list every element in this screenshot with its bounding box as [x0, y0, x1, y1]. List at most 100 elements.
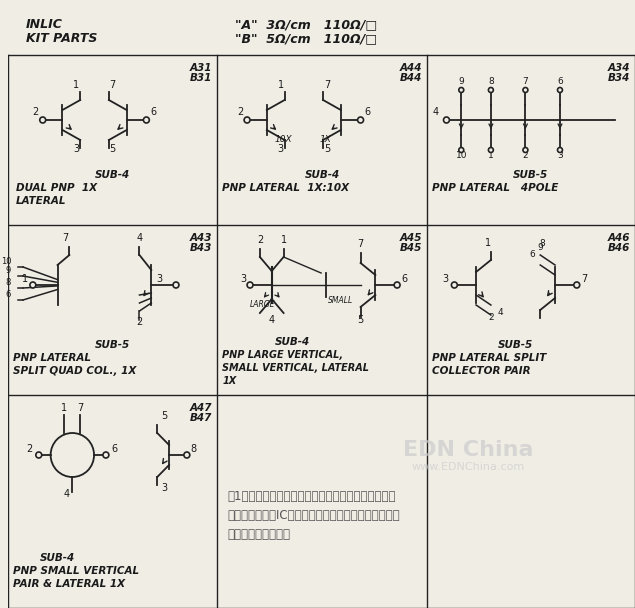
Text: DUAL PNP  1X
LATERAL: DUAL PNP 1X LATERAL: [16, 183, 97, 206]
Text: 6: 6: [150, 107, 156, 117]
Text: 1X: 1X: [319, 135, 331, 144]
Text: 4: 4: [432, 107, 439, 117]
Text: 7: 7: [324, 80, 330, 90]
Text: 2: 2: [32, 107, 39, 117]
Text: KIT PARTS: KIT PARTS: [26, 32, 97, 45]
Text: 6: 6: [6, 290, 11, 299]
Circle shape: [36, 452, 42, 458]
Text: B44: B44: [399, 73, 422, 83]
Text: LARGE: LARGE: [250, 300, 276, 309]
Text: 3: 3: [443, 274, 448, 284]
Text: 1: 1: [281, 235, 286, 245]
Circle shape: [558, 148, 563, 153]
Circle shape: [247, 282, 253, 288]
Text: 10X: 10X: [275, 135, 292, 144]
Text: 7: 7: [581, 274, 587, 284]
Text: A43: A43: [190, 233, 213, 243]
Text: 3: 3: [557, 151, 563, 160]
Circle shape: [488, 88, 493, 92]
Circle shape: [358, 117, 364, 123]
Text: 6: 6: [557, 77, 563, 86]
Text: 6: 6: [401, 274, 407, 284]
Text: 5: 5: [161, 411, 167, 421]
Text: A47: A47: [190, 403, 213, 413]
Text: 1: 1: [488, 151, 494, 160]
Text: www.EDNChina.com: www.EDNChina.com: [411, 462, 525, 472]
Text: SUB-4: SUB-4: [95, 170, 130, 180]
Circle shape: [244, 117, 250, 123]
Circle shape: [173, 282, 179, 288]
Text: 7: 7: [523, 77, 528, 86]
Text: 6: 6: [530, 250, 535, 259]
Text: 4: 4: [137, 233, 142, 243]
Text: 7: 7: [110, 80, 116, 90]
Text: 2: 2: [237, 107, 243, 117]
Circle shape: [523, 88, 528, 92]
Text: A46: A46: [608, 233, 630, 243]
Text: 5: 5: [358, 315, 364, 325]
Circle shape: [30, 282, 36, 288]
Text: 3: 3: [277, 144, 284, 154]
Circle shape: [523, 148, 528, 153]
Text: 9: 9: [6, 266, 11, 275]
Text: 3: 3: [240, 274, 246, 284]
Circle shape: [488, 148, 493, 153]
Text: 9: 9: [458, 77, 464, 86]
Text: "B"  5Ω/cm   110Ω/□: "B" 5Ω/cm 110Ω/□: [235, 32, 377, 45]
Text: 6: 6: [112, 444, 118, 454]
Circle shape: [184, 452, 190, 458]
Text: 1: 1: [22, 274, 28, 284]
Text: 9: 9: [537, 243, 543, 252]
Text: 2: 2: [137, 317, 143, 327]
Text: 1: 1: [73, 80, 79, 90]
Text: A34: A34: [608, 63, 630, 73]
Text: 3: 3: [156, 274, 163, 284]
Text: 4: 4: [269, 315, 275, 325]
Circle shape: [103, 452, 109, 458]
Circle shape: [459, 148, 464, 153]
Text: SUB-5: SUB-5: [498, 340, 533, 350]
Text: EDN China: EDN China: [403, 440, 533, 460]
Circle shape: [443, 117, 450, 123]
Text: 2: 2: [523, 151, 528, 160]
Text: INLIC: INLIC: [26, 18, 63, 31]
Text: A44: A44: [399, 63, 422, 73]
Circle shape: [51, 433, 94, 477]
Text: 8: 8: [6, 278, 11, 287]
Text: 1: 1: [485, 238, 491, 248]
Text: PNP LATERAL  1X:10X: PNP LATERAL 1X:10X: [222, 183, 349, 193]
Text: SUB-4: SUB-4: [304, 170, 340, 180]
Circle shape: [451, 282, 457, 288]
Text: 6: 6: [364, 107, 371, 117]
Text: 2: 2: [257, 235, 263, 245]
Text: 图1，这些工具包器件曾经挂在原美国国家半导体公司
的工程实验室。IC设计者先选定器件，然后将它们从实
验室抽屉里找出来。: 图1，这些工具包器件曾经挂在原美国国家半导体公司 的工程实验室。IC设计者先选定…: [227, 490, 400, 541]
Text: 8: 8: [488, 77, 494, 86]
Text: A45: A45: [399, 233, 422, 243]
Text: "A"  3Ω/cm   110Ω/□: "A" 3Ω/cm 110Ω/□: [235, 18, 377, 31]
Text: 2: 2: [27, 444, 33, 454]
Text: 2: 2: [488, 313, 493, 322]
Text: B34: B34: [608, 73, 630, 83]
Circle shape: [394, 282, 400, 288]
Text: PNP SMALL VERTICAL
PAIR & LATERAL 1X: PNP SMALL VERTICAL PAIR & LATERAL 1X: [13, 566, 139, 589]
Circle shape: [144, 117, 149, 123]
Text: PNP LATERAL SPLIT
COLLECTOR PAIR: PNP LATERAL SPLIT COLLECTOR PAIR: [432, 353, 546, 376]
Text: PNP LARGE VERTICAL,
SMALL VERTICAL, LATERAL
1X: PNP LARGE VERTICAL, SMALL VERTICAL, LATE…: [222, 350, 370, 387]
Text: 5: 5: [110, 144, 116, 154]
Text: 3: 3: [73, 144, 79, 154]
Text: 10: 10: [455, 151, 467, 160]
Text: 1: 1: [62, 403, 67, 413]
Text: SUB-5: SUB-5: [95, 340, 130, 350]
Circle shape: [574, 282, 580, 288]
Text: A31: A31: [190, 63, 213, 73]
Circle shape: [40, 117, 46, 123]
Text: 7: 7: [77, 403, 83, 413]
Text: SUB-4: SUB-4: [275, 337, 310, 347]
Text: 8: 8: [190, 444, 197, 454]
Text: PNP LATERAL
SPLIT QUAD COL., 1X: PNP LATERAL SPLIT QUAD COL., 1X: [13, 353, 137, 376]
Text: PNP LATERAL   4POLE: PNP LATERAL 4POLE: [432, 183, 558, 193]
Text: 4: 4: [64, 489, 69, 499]
Text: B46: B46: [608, 243, 630, 253]
Text: 10: 10: [1, 257, 11, 266]
Text: 5: 5: [324, 144, 330, 154]
